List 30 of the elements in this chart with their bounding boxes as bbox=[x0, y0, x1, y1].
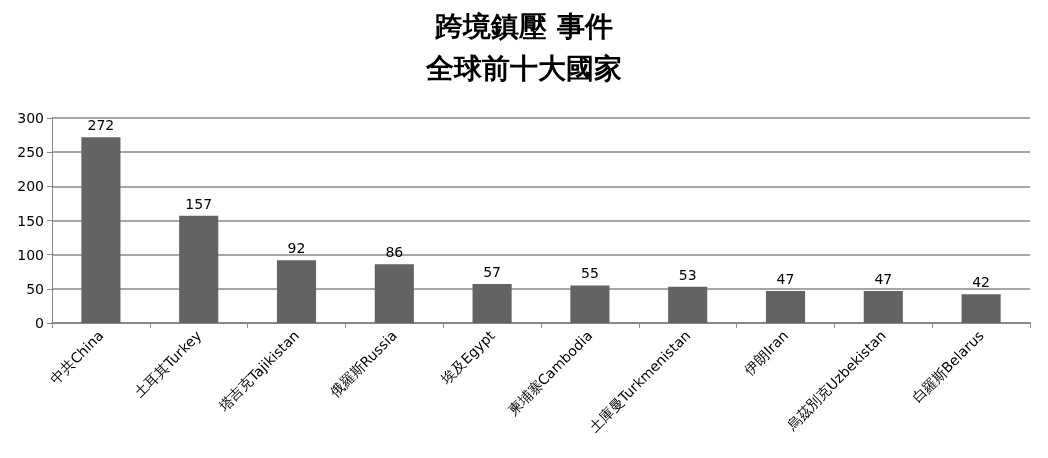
data-label: 42 bbox=[972, 274, 991, 291]
data-label: 157 bbox=[185, 195, 213, 212]
y-tick-label: 100 bbox=[17, 246, 44, 263]
y-tick-label: 0 bbox=[35, 315, 44, 331]
data-label: 47 bbox=[776, 270, 795, 287]
bar bbox=[570, 285, 610, 323]
y-tick-label: 150 bbox=[17, 212, 44, 229]
data-label: 47 bbox=[874, 270, 893, 287]
bar bbox=[668, 286, 708, 323]
data-label: 272 bbox=[87, 117, 115, 134]
bar bbox=[472, 284, 512, 323]
y-tick-label: 300 bbox=[17, 110, 44, 126]
bar bbox=[863, 290, 903, 323]
y-tick-label: 50 bbox=[26, 280, 44, 297]
y-tick-label: 200 bbox=[17, 178, 44, 195]
bar bbox=[374, 264, 414, 323]
data-label: 57 bbox=[483, 264, 502, 281]
bar bbox=[81, 137, 121, 323]
data-label: 86 bbox=[385, 244, 404, 261]
y-tick-label: 250 bbox=[17, 144, 44, 161]
bar bbox=[276, 260, 317, 323]
bar bbox=[961, 294, 1001, 323]
chart-subtitle: 全球前十大國家 bbox=[425, 51, 622, 85]
data-label: 53 bbox=[678, 266, 697, 283]
data-label: 55 bbox=[580, 265, 599, 282]
bar bbox=[765, 290, 806, 323]
bar bbox=[179, 215, 219, 323]
x-tick-label: 伊朗Iran bbox=[740, 327, 792, 378]
chart-title: 跨境鎮壓 事件 bbox=[434, 9, 613, 43]
data-label: 92 bbox=[287, 240, 306, 257]
